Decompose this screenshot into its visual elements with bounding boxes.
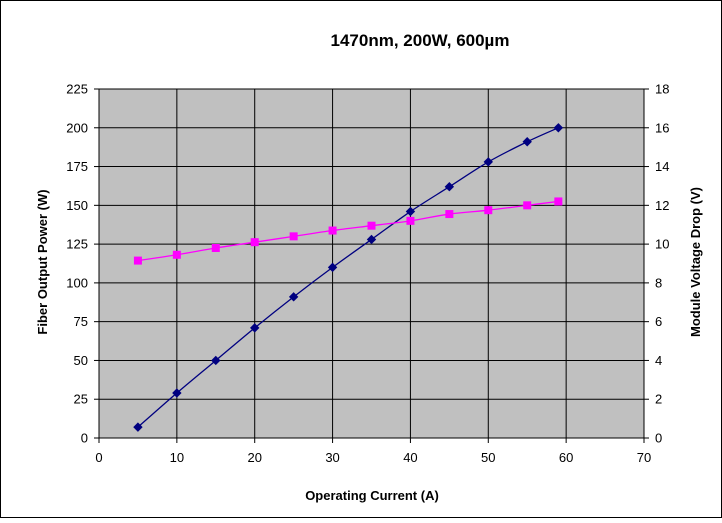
y-tick-label: 200 [66, 120, 88, 135]
series-1-point [172, 388, 182, 398]
y-tick-label: 225 [66, 82, 88, 97]
y-tick-label: 50 [74, 353, 88, 368]
y2-tick-label: 18 [655, 82, 669, 97]
x-tick-label: 70 [637, 450, 651, 465]
series-2-point [172, 250, 181, 259]
x-tick-label: 0 [95, 450, 102, 465]
series-1-point [444, 182, 455, 192]
series-2-point [328, 226, 337, 235]
y2-tick-label: 0 [655, 431, 662, 446]
y2-tick-label: 12 [655, 198, 669, 213]
series-2-point [133, 256, 142, 265]
y2-tick-label: 14 [655, 159, 669, 174]
x-tick-label: 20 [247, 450, 261, 465]
series-2-point [554, 197, 563, 206]
axes: 0 10 20 30 40 50 60 700255075100125150175200225… [66, 82, 669, 466]
series-2-point [445, 210, 454, 219]
y-axis-title: Fiber Output Power (W) [35, 189, 50, 334]
x-tick-label: 10 [170, 450, 184, 465]
y2-axis-title: Module Voltage Drop (V) [688, 187, 703, 337]
y2-tick-label: 16 [655, 120, 669, 135]
y-tick-label: 175 [66, 159, 88, 174]
series-2-point [367, 221, 376, 230]
series-2-point [484, 206, 493, 215]
series-1-point [553, 123, 564, 133]
y-tick-label: 150 [66, 198, 88, 213]
y-tick-label: 75 [74, 314, 88, 329]
series-1-point [250, 323, 260, 333]
x-tick-label: 50 [481, 450, 495, 465]
series-2-point [211, 243, 220, 252]
y2-tick-label: 8 [655, 275, 662, 290]
chart-title: 1470nm, 200W, 600µm [331, 31, 510, 50]
series-2-point [523, 201, 532, 210]
y-tick-label: 100 [66, 275, 88, 290]
plot-area [98, 88, 645, 439]
y-tick-label: 0 [81, 431, 88, 446]
y2-tick-label: 4 [655, 353, 662, 368]
series-1-point [405, 206, 416, 217]
y2-tick-label: 2 [655, 392, 662, 407]
series-2-point [250, 238, 259, 247]
y-tick-label: 25 [74, 392, 88, 407]
series-1-point [522, 137, 532, 147]
x-tick-label: 30 [325, 450, 339, 465]
series-1-line [137, 127, 559, 428]
series-1-point [483, 157, 493, 167]
y-tick-label: 125 [66, 237, 88, 252]
series-1-point [366, 234, 377, 245]
series [133, 123, 564, 432]
series-1-point [327, 262, 338, 273]
series-2-point [406, 216, 415, 225]
series-2-point [289, 232, 298, 241]
series-1-point [288, 292, 299, 302]
series-1-point [211, 355, 221, 366]
y2-tick-label: 10 [655, 237, 669, 252]
x-tick-label: 60 [559, 450, 573, 465]
series-1-point [133, 422, 143, 432]
x-tick-label: 40 [403, 450, 417, 465]
y2-tick-label: 6 [655, 314, 662, 329]
x-axis-title: Operating Current (A) [305, 488, 439, 503]
